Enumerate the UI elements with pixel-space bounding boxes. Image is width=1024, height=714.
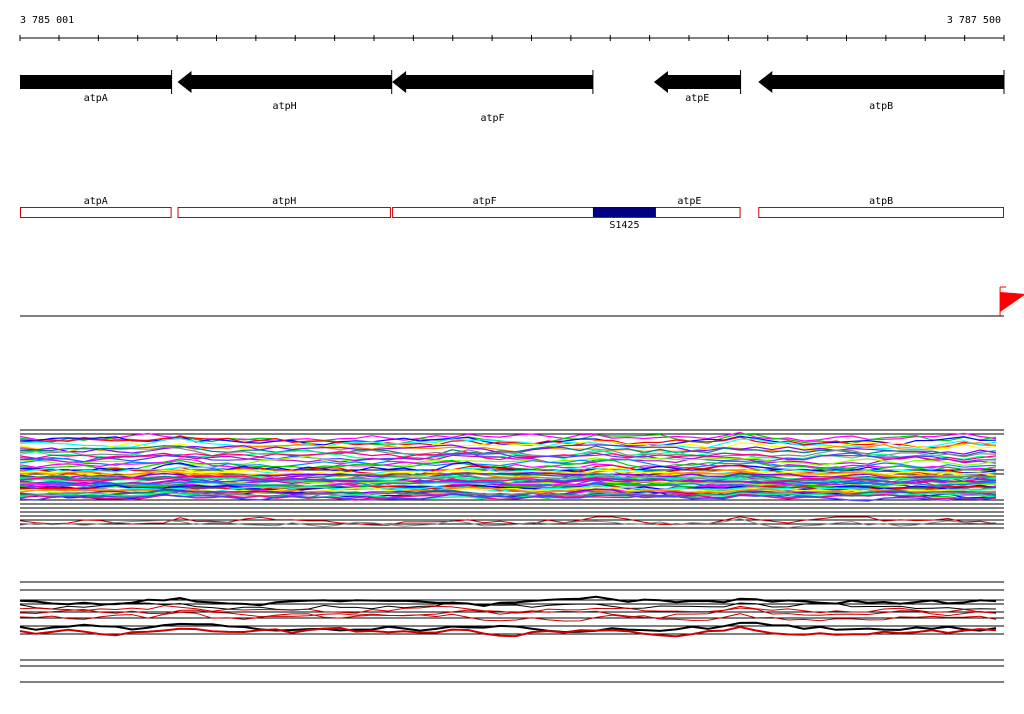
gene-bar [20,75,172,89]
srna-S1425[interactable]: S1425 [592,207,656,231]
operon-outline [758,207,1004,218]
gene-label: atpF [480,113,504,124]
gene-arrow [177,71,392,93]
feature-baseline-track [20,286,1024,317]
expression-line-band [19,483,997,492]
gene-atpA[interactable]: atpA [20,70,173,104]
coordinate-ruler: 3 785 001 3 787 500 [19,15,1005,41]
gene-atpE[interactable]: atpE [653,70,742,104]
operon-box-atpE[interactable]: atpE [677,196,701,207]
operon-label: atpF [473,196,497,207]
expression-line-J [19,446,997,458]
srna-label: S1425 [609,220,639,231]
operon-label: atpA [84,196,108,207]
operon-outline [20,207,172,218]
expression-line-red [19,516,997,526]
ruler-start-label: 3 785 001 [20,15,74,26]
expression-line-band [19,475,997,485]
expression-line-band [19,491,997,499]
srna-track: S1425 [592,207,656,231]
expression-line [19,605,997,614]
operon-box-atpF[interactable]: atpF [392,196,741,218]
operon-outline [392,207,741,218]
expression-line [19,625,997,638]
flag-marker-icon[interactable] [999,286,1024,316]
expression-line-D [19,436,997,449]
gene-atpH[interactable]: atpH [177,70,393,112]
operon-label: atpH [272,196,296,207]
gene-arrow [653,71,741,93]
operon-label: atpE [677,196,701,207]
expression-line [19,611,997,622]
expression-line-R [19,459,997,471]
gene-atpB[interactable]: atpB [758,70,1005,112]
expression-line [19,601,997,611]
operon-box-atpB[interactable]: atpB [758,196,1004,218]
gene-arrow [392,71,593,93]
gene-arrow [758,71,1004,93]
operon-box-atpH[interactable]: atpH [177,196,391,218]
operon-outline [177,207,391,218]
operon-track: atpA atpH atpF atpE atpB [20,196,1004,218]
expression-track-1 [19,429,1004,529]
ruler-end-label: 3 787 500 [947,15,1001,26]
expression-line-A [19,431,997,443]
operon-label: atpB [869,196,893,207]
expression-track-2 [19,581,1004,683]
expression-line-grey [19,518,997,529]
ruler-ticks [19,35,1005,41]
gene-label: atpE [685,93,709,104]
expression-line-band [19,484,997,494]
operon-box-atpA[interactable]: atpA [20,196,172,218]
flag-pennant [1000,292,1024,312]
expression-line [19,621,997,634]
expression-line-band [19,470,996,479]
expression-line-band [19,481,997,488]
expression-line [19,607,997,619]
expression-line-P [19,457,997,470]
expression-line-band [19,493,997,502]
srna-block [592,207,656,217]
expression-line-U [19,466,997,477]
gene-label: atpH [273,101,297,112]
gene-label: atpB [869,101,893,112]
gene-track: atpA atpH atpF atpE atpB [20,70,1005,124]
gene-label: atpA [84,93,108,104]
gene-atpF[interactable]: atpF [392,70,594,124]
